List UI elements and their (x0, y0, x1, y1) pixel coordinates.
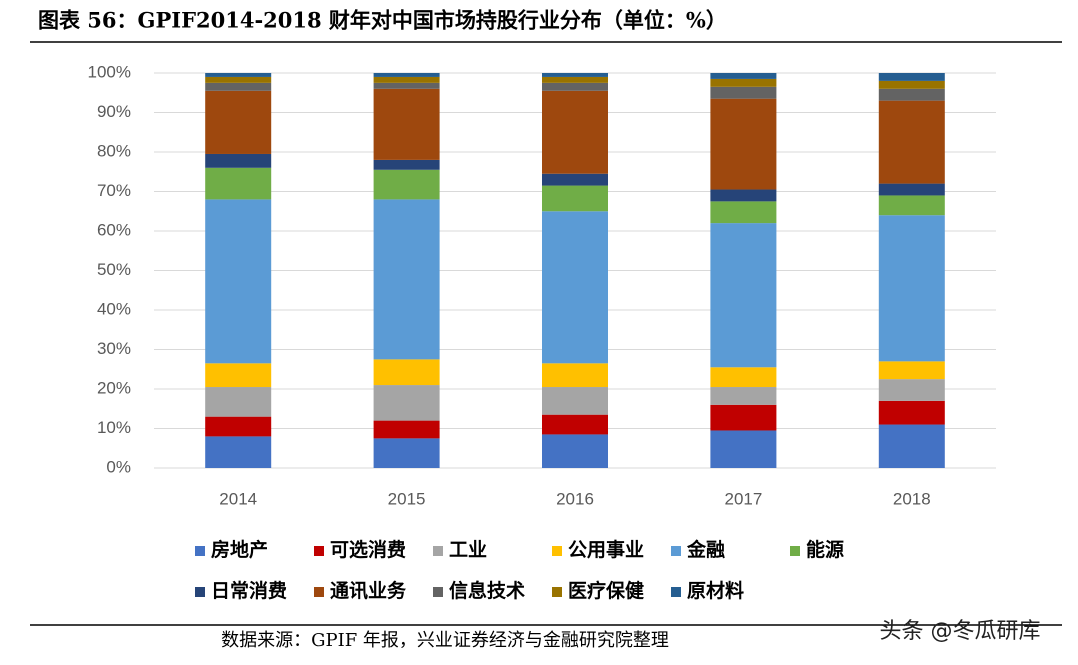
bar-segment (878, 88, 945, 101)
legend-swatch (433, 587, 443, 597)
legend-swatch (552, 546, 562, 556)
bar-segment (542, 363, 608, 388)
bar-segment (373, 73, 440, 77)
bar-segment (373, 438, 440, 468)
legend-swatch (314, 546, 324, 556)
bar-segment (542, 73, 608, 77)
bar-segment (710, 189, 777, 202)
bar-segment (878, 195, 945, 216)
bar-segment (373, 420, 440, 439)
bar-segment (878, 379, 945, 401)
legend-swatch (314, 587, 324, 597)
bar-segment (710, 387, 777, 405)
legend-swatch (195, 546, 205, 556)
y-tick-label: 100% (88, 62, 131, 81)
bar-segment (710, 78, 777, 87)
legend-label: 工业 (449, 539, 487, 561)
bar-segment (542, 211, 608, 364)
legend-label: 金融 (686, 538, 725, 561)
y-tick-label: 20% (97, 378, 131, 397)
bar-segment (710, 98, 777, 190)
watermark: 头条 @冬瓜研库 (880, 619, 1041, 644)
bar-segment (205, 76, 272, 83)
bar-segment (710, 367, 777, 388)
bar-segment (710, 201, 777, 224)
bar-segment (205, 73, 272, 77)
legend-label: 能源 (806, 538, 844, 561)
x-tick-label: 2017 (724, 489, 762, 508)
legend-swatch (552, 587, 562, 597)
bar-segment (542, 82, 608, 91)
legend-label: 通讯业务 (330, 579, 407, 602)
bar-segment (710, 430, 777, 468)
bar-segment (205, 436, 272, 468)
bar-segment (205, 167, 272, 200)
y-tick-label: 0% (106, 457, 131, 476)
chart-title: 图表 56：GPIF2014-2018 财年对中国市场持股行业分布（单位：%） (38, 8, 727, 33)
legend-swatch (433, 546, 443, 556)
source-note: 数据来源：GPIF 年报，兴业证券经济与金融研究院整理 (221, 630, 669, 651)
legend-label: 日常消费 (211, 579, 287, 602)
bar-segment (205, 416, 272, 437)
bar-segment (373, 199, 440, 360)
legend-swatch (671, 587, 681, 597)
bar-segment (205, 387, 272, 417)
legend-label: 医疗保健 (568, 579, 644, 602)
bar-segment (710, 73, 777, 79)
bar-segment (878, 400, 945, 425)
bar-segment (373, 169, 440, 200)
y-tick-label: 50% (97, 260, 131, 279)
bar-segment (710, 86, 777, 99)
bar-segment (542, 414, 608, 435)
bar-segment (373, 88, 440, 160)
bar-segment (373, 359, 440, 386)
bar-segment (878, 424, 945, 468)
legend-label: 信息技术 (449, 579, 525, 602)
bar-segment (878, 80, 945, 89)
bar-segment (878, 100, 945, 184)
y-tick-label: 80% (97, 141, 131, 160)
x-tick-label: 2015 (388, 489, 426, 508)
bar-segment (205, 153, 272, 168)
bar-segment (205, 363, 272, 388)
bar-segment (373, 76, 440, 83)
legend-label: 房地产 (211, 538, 268, 561)
bar-segment (542, 185, 608, 212)
bar-segment (542, 173, 608, 186)
y-tick-label: 60% (97, 220, 131, 239)
bar-segment (205, 199, 272, 364)
bar-segment (373, 385, 440, 421)
bar-segment (878, 215, 945, 362)
legend-swatch (195, 587, 205, 597)
legend-swatch (790, 546, 800, 556)
bar-segment (878, 183, 945, 196)
y-tick-label: 90% (97, 102, 131, 121)
x-tick-label: 2014 (219, 489, 257, 508)
y-tick-label: 40% (97, 299, 131, 318)
bar-segment (710, 404, 777, 431)
bar-segment (542, 387, 608, 415)
bar-segment (542, 90, 608, 174)
bar-segment (710, 223, 777, 368)
bar-segment (542, 434, 608, 468)
y-tick-label: 70% (97, 181, 131, 200)
bar-segment (373, 82, 440, 89)
bar-segment (205, 82, 272, 91)
legend-label: 公用事业 (568, 538, 644, 561)
y-tick-label: 10% (97, 418, 131, 437)
legend-label: 可选消费 (330, 538, 406, 561)
y-tick-label: 30% (97, 339, 131, 358)
bar-segment (373, 159, 440, 170)
bar-segment (542, 76, 608, 83)
legend-swatch (671, 546, 681, 556)
bar-segment (205, 90, 272, 154)
legend-label: 原材料 (687, 579, 744, 602)
x-tick-label: 2018 (893, 489, 931, 508)
bar-segment (878, 361, 945, 380)
x-tick-label: 2016 (556, 489, 594, 508)
bar-segment (878, 73, 945, 81)
